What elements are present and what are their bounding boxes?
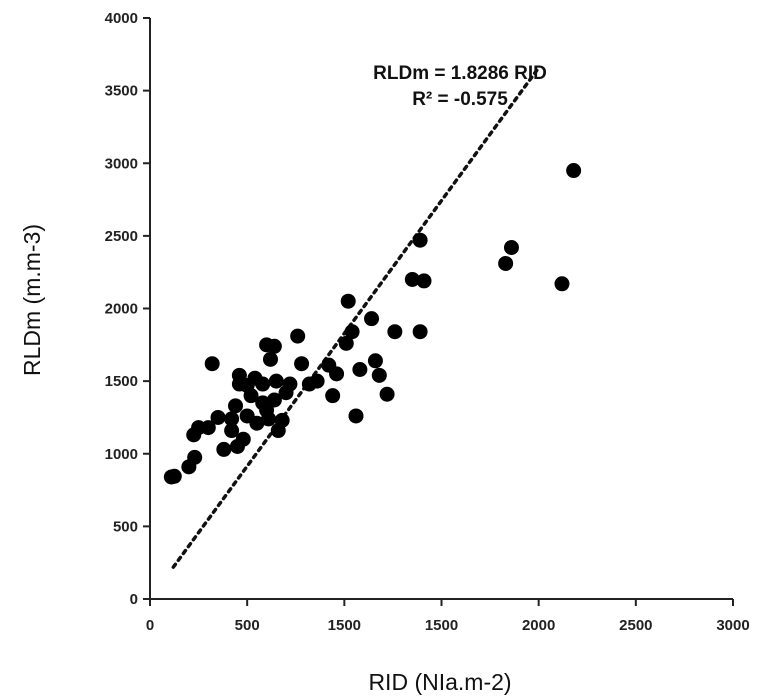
y-tick-label: 1500 — [105, 373, 138, 390]
data-point — [224, 411, 240, 427]
data-point — [255, 395, 271, 411]
data-point — [416, 273, 432, 289]
data-point — [309, 373, 325, 389]
data-point — [404, 271, 420, 287]
data-points — [163, 163, 582, 485]
data-point — [329, 366, 345, 382]
data-point — [294, 356, 310, 372]
y-axis-title: RLDm (m.m-3) — [19, 224, 45, 376]
data-point — [224, 423, 240, 439]
y-tick-label: 1000 — [105, 446, 138, 463]
y-tick-label: 2500 — [105, 228, 138, 245]
data-point — [266, 392, 282, 408]
data-point — [261, 411, 277, 427]
data-point — [282, 376, 298, 392]
y-tick-label: 2000 — [105, 301, 138, 318]
y-tick-label: 3000 — [105, 155, 138, 172]
data-point — [566, 163, 582, 179]
y-tick-label: 3500 — [105, 83, 138, 100]
data-point — [210, 409, 226, 425]
data-point — [274, 412, 290, 428]
x-tick-label: 1500 — [328, 617, 361, 634]
data-point — [235, 431, 251, 447]
x-tick-label: 0 — [146, 617, 154, 634]
x-tick-label: 500 — [235, 617, 260, 634]
x-tick-label: 1500 — [425, 617, 458, 634]
data-point — [325, 388, 341, 404]
x-ticks: 0 500 1500 1500 2000 2500 3000 — [146, 599, 750, 634]
x-tick-label: 2000 — [522, 617, 555, 634]
y-tick-label: 500 — [113, 518, 138, 535]
y-tick-label: 4000 — [105, 10, 138, 27]
data-point — [255, 376, 271, 392]
data-point — [412, 232, 428, 248]
data-point — [163, 469, 179, 485]
data-point — [187, 449, 203, 465]
data-point — [379, 386, 395, 402]
data-point — [344, 324, 360, 340]
data-point — [352, 362, 368, 378]
trendline — [171, 66, 541, 569]
y-tick-label: 0 — [130, 591, 138, 608]
data-point — [262, 351, 278, 367]
data-point — [412, 324, 428, 340]
data-point — [367, 353, 383, 369]
data-point — [387, 324, 403, 340]
data-point — [364, 311, 380, 327]
data-point — [340, 293, 356, 309]
data-point — [371, 367, 387, 383]
r-squared-label: R² = -0.575 — [412, 89, 508, 110]
x-tick-label: 3000 — [716, 617, 749, 634]
data-point — [348, 408, 364, 424]
data-point — [200, 420, 216, 436]
data-point — [216, 441, 232, 457]
data-point — [239, 408, 255, 424]
x-tick-label: 2500 — [619, 617, 652, 634]
data-point — [243, 388, 259, 404]
data-point — [186, 427, 202, 443]
data-point — [204, 356, 220, 372]
data-point — [290, 328, 306, 344]
x-axis-title: RID (NIa.m-2) — [368, 669, 511, 695]
data-point — [503, 239, 519, 255]
y-axis: 0 500 1000 1500 2000 2500 3000 3500 4000 — [105, 10, 151, 608]
data-point — [268, 373, 284, 389]
data-point — [266, 338, 282, 354]
y-ticks: 0 500 1000 1500 2000 2500 3000 3500 4000 — [105, 10, 150, 608]
equation-label: RLDm = 1.8286 RID — [373, 63, 547, 84]
data-point — [554, 276, 570, 292]
x-axis: 0 500 1500 1500 2000 2500 3000 — [146, 598, 750, 634]
data-point — [498, 255, 514, 271]
data-point — [228, 398, 244, 414]
data-point — [338, 335, 354, 351]
